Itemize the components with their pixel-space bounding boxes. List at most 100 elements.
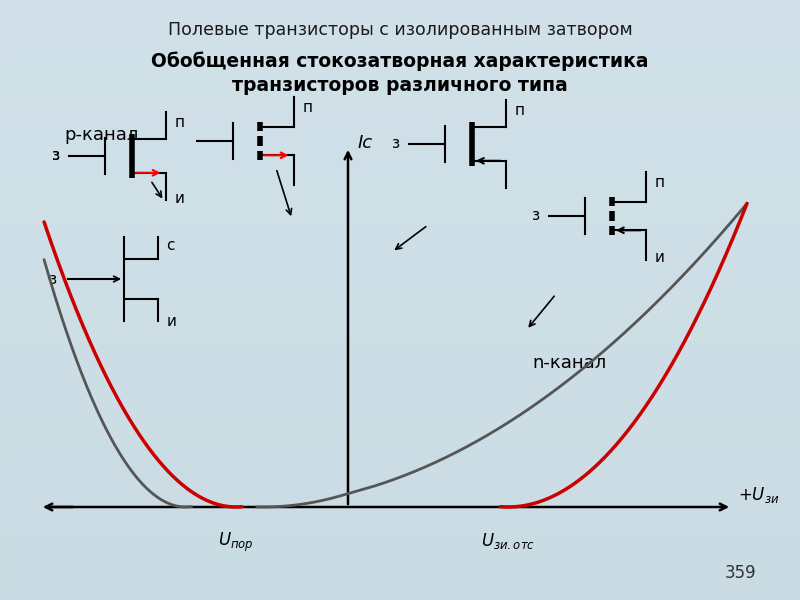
Bar [0,513,800,516]
Bar [0,123,800,126]
Bar [0,498,800,501]
Bar [0,129,800,132]
Bar [0,54,800,57]
Text: п: п [302,100,313,115]
Bar [0,150,800,153]
Bar [0,435,800,438]
Bar [0,261,800,264]
Bar [0,543,800,546]
Bar [0,183,800,186]
Bar [0,546,800,549]
Bar [0,597,800,600]
Bar [0,51,800,54]
Bar [0,495,800,498]
Bar [0,27,800,30]
Text: с: с [166,238,175,253]
Text: p-канал: p-канал [64,126,138,144]
Bar [0,423,800,426]
Bar [0,93,800,96]
Bar [0,456,800,459]
Bar [0,249,800,252]
Bar [0,378,800,381]
Bar [0,81,800,84]
Text: n-канал: n-канал [532,354,606,372]
Text: з: з [532,208,540,223]
Bar [0,354,800,357]
Bar [0,186,800,189]
Bar [0,384,800,387]
Bar [0,189,800,192]
Bar [0,36,800,39]
Bar [0,369,800,372]
Bar [0,111,800,114]
Text: п: п [654,175,665,190]
Bar [0,39,800,42]
Bar [0,441,800,444]
Bar [0,165,800,168]
Bar [0,213,800,216]
Bar [0,99,800,102]
Bar [0,567,800,570]
Bar [0,336,800,339]
Bar [0,375,800,378]
Bar [0,300,800,303]
Bar [0,363,800,366]
Bar [0,168,800,171]
Bar [0,486,800,489]
Bar [0,159,800,162]
Bar [0,453,800,456]
Bar [0,306,800,309]
Bar [0,288,800,291]
Bar [0,96,800,99]
Bar [0,474,800,477]
Bar [0,297,800,300]
Bar [0,174,800,177]
Bar [0,312,800,315]
Bar [0,243,800,246]
Bar [0,171,800,174]
Bar [0,255,800,258]
Text: Iс: Iс [358,134,373,152]
Bar [0,276,800,279]
Bar [0,390,800,393]
Bar [0,402,800,405]
Text: п: п [514,103,525,118]
Bar [0,162,800,165]
Bar [0,594,800,597]
Bar [0,108,800,111]
Bar [0,339,800,342]
Bar [0,576,800,579]
Bar [0,348,800,351]
Bar [0,591,800,594]
Bar [0,102,800,105]
Bar [0,207,800,210]
Bar [0,417,800,420]
Bar [0,555,800,558]
Bar [0,345,800,348]
Bar [0,393,800,396]
Bar [0,549,800,552]
Bar [0,225,800,228]
Bar [0,540,800,543]
Bar [0,291,800,294]
Bar [0,42,800,45]
Bar [0,411,800,414]
Bar [0,303,800,306]
Bar [0,90,800,93]
Text: з: з [52,148,60,163]
Bar [0,252,800,255]
Bar [0,264,800,267]
Bar [0,246,800,249]
Bar [0,144,800,147]
Bar [0,531,800,534]
Bar [0,117,800,120]
Text: з: з [392,136,400,151]
Text: 359: 359 [724,564,756,582]
Bar [0,477,800,480]
Bar [0,426,800,429]
Bar [0,357,800,360]
Bar [0,573,800,576]
Bar [0,408,800,411]
Bar [0,327,800,330]
Bar [0,282,800,285]
